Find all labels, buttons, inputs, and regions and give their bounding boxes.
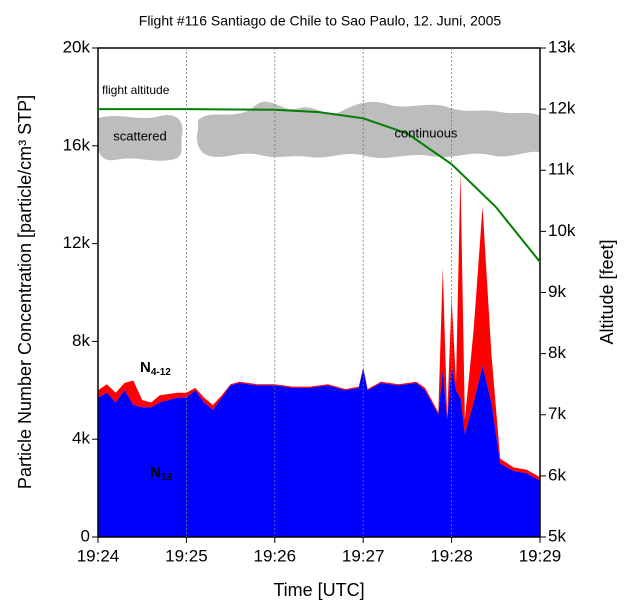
y-tick-label: 20k	[63, 37, 91, 56]
x-tick-label: 19:28	[430, 546, 473, 565]
clouds	[98, 101, 540, 161]
annotation: scattered	[113, 128, 166, 143]
x-tick-label: 19:29	[519, 546, 562, 565]
y-axis-label: Particle Number Concentration [particle/…	[15, 95, 35, 489]
y2-tick-label: 12k	[548, 99, 576, 118]
annotation: continuous	[395, 125, 458, 140]
y-tick-label: 8k	[72, 331, 90, 350]
y2-tick-label: 8k	[548, 343, 566, 362]
y-tick-label: 12k	[63, 233, 91, 252]
y2-tick-label: 11k	[548, 160, 575, 179]
series-label: N12	[150, 464, 172, 483]
y2-tick-label: 5k	[548, 526, 566, 545]
y-tick-label: 0	[81, 526, 90, 545]
cloud-continuous	[196, 101, 540, 158]
y2-tick-label: 13k	[548, 37, 576, 56]
y-tick-label: 16k	[63, 135, 91, 154]
altitude-line	[98, 108, 541, 263]
area-n12	[98, 365, 540, 537]
y2-tick-label: 6k	[548, 465, 566, 484]
x-tick-label: 19:24	[77, 546, 120, 565]
y-tick-label: 4k	[72, 429, 90, 448]
x-tick-label: 19:27	[342, 546, 385, 565]
x-tick-label: 19:25	[165, 546, 208, 565]
area-n4-12	[98, 172, 540, 481]
y2-tick-label: 9k	[548, 282, 566, 301]
y2-tick-label: 7k	[548, 404, 566, 423]
series-label: flight altitude	[102, 83, 170, 97]
series-label: N4-12	[140, 359, 171, 378]
chart-title: Flight #116 Santiago de Chile to Sao Pau…	[139, 13, 502, 29]
cloud-scattered	[98, 114, 183, 161]
x-axis-label: Time [UTC]	[273, 580, 364, 600]
y2-axis-label: Altitude [feet]	[597, 239, 617, 344]
x-tick-label: 19:26	[254, 546, 297, 565]
y2-tick-label: 10k	[548, 221, 576, 240]
